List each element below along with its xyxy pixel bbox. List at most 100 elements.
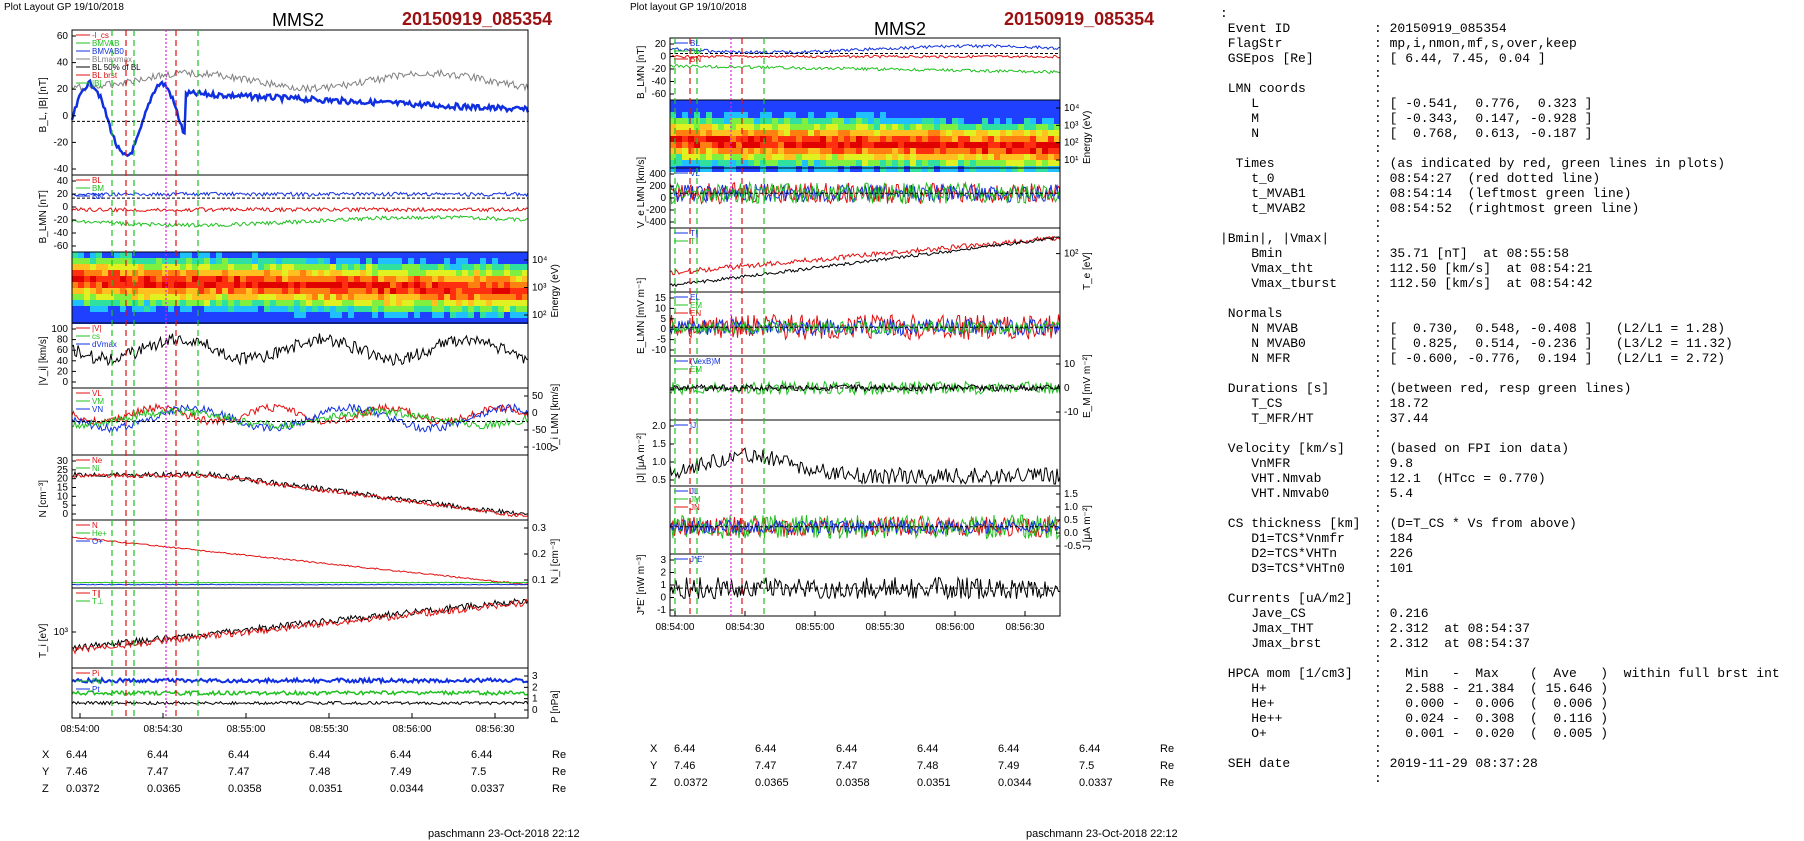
summary-value: : [1374,651,1382,666]
summary-key: t_MVAB1 [1220,186,1306,201]
panel-5-series-green [71,406,529,431]
summary-key: H+ [1220,681,1267,696]
panel-4-left-tick-label: 20 [57,366,69,377]
panel-5-left-tick-label: 5 [660,314,666,325]
panel-4-legend-label: T [690,237,695,246]
summary-key: He++ [1220,711,1283,726]
position-value: 6.44 [755,742,777,755]
panel-3-left-tick-label: -200 [646,205,666,216]
summary-row: L: [ -0.541, 0.776, 0.323 ] [1220,96,1800,111]
middle-position-table: X 6.44 6.44 6.44 6.44 6.44 6.44 Re Y 7.46 7.47 7.47… [650,740,1190,791]
panel-5-right-tick-label: 0 [532,408,538,419]
panel-6-right-tick-label: 0 [1064,383,1070,394]
panel-3-right-tick-label: 10³ [532,283,547,294]
panel-1-legend-label: -l_cs [92,31,109,40]
panel-4-series-black [71,333,529,367]
panel-6-left-tick-label: 10 [57,491,69,502]
summary-key: N MVAB0 [1220,336,1306,351]
position-value: 7.49 [390,765,412,778]
summary-value: : 5.4 [1374,486,1414,501]
summary-row: He++: 0.024 - 0.308 ( 0.116 ) [1220,711,1800,726]
panel-5-right-label: V_i LMN [km/s] [550,383,561,451]
left-spacecraft-title: MMS2 [272,10,325,30]
summary-row: CS thickness [km]: (D=T_CS * Vs from abo… [1220,516,1800,531]
summary-row: Event ID: 20150919_085354 [1220,21,1800,36]
summary-row: VHT.Nmvab: 12.1 (HTcc = 0.770) [1220,471,1800,486]
panel-5-legend-label: VN [92,405,103,414]
panel-8-right-tick-label: 0.5 [1064,515,1078,526]
summary-value: : 184 [1374,531,1414,546]
panel-4-right-tick-label: 10² [1064,249,1079,260]
position-value: 7.47 [147,765,169,778]
panel-9-left-tick-label: 1 [660,580,666,591]
summary-row: : [1220,741,1800,756]
panel-3-legend-label: VL [690,169,700,178]
panel-2-left-tick-label: 0 [62,202,68,213]
summary-row: : [1220,66,1800,81]
position-value: 7.5 [471,765,487,778]
summary-value: : [1374,231,1382,246]
summary-row: VHT.Nmvab0: 5.4 [1220,486,1800,501]
panel-7-frame [669,419,1061,487]
panel-1-series-blue [70,78,530,158]
summary-value: : Min - Max ( Ave ) within full brst int [1374,666,1780,681]
position-value: 7.47 [755,759,777,772]
panel-6-legend-label: EM [690,365,702,374]
summary-key: Jmax_brst [1220,636,1322,651]
panel-4-left-tick-label: 80 [57,335,69,346]
summary-key: O+ [1220,726,1267,741]
summary-row: GSEpos [Re]: [ 6.44, 7.45, 0.04 ] [1220,51,1800,66]
panel-5-legend-label: EL [690,293,700,302]
summary-value: : [ 0.768, 0.613, -0.187 ] [1374,126,1593,141]
panel-7-left-tick-label: 0.5 [652,475,666,486]
position-row: X 6.44 6.44 6.44 6.44 6.44 6.44 Re [42,746,582,763]
left-position-table: X 6.44 6.44 6.44 6.44 6.44 6.44 Re Y 7.46 7.47 7.47… [42,746,582,797]
panel-5-left-tick-label: 15 [655,293,667,304]
summary-row: Bmin: 35.71 [nT] at 08:55:58 [1220,246,1800,261]
panel-5-left-tick-label: -10 [652,345,667,356]
position-unit: Re [552,782,567,795]
summary-row: : [1220,576,1800,591]
summary-row: Vmax_tburst: 112.50 [km/s] at 08:54:42 [1220,276,1800,291]
summary-row: : [1220,771,1800,786]
summary-row: t_0: 08:54:27 (red dotted line) [1220,171,1800,186]
position-value: 0.0351 [917,776,951,789]
time-tick-label: 08:55:00 [227,724,266,735]
summary-value: : [1374,291,1382,306]
position-value: 0.0365 [755,776,789,789]
summary-key: Vmax_tburst [1220,276,1338,291]
time-tick-label: 08:54:30 [144,724,183,735]
panel-3-left-tick-label: 0 [660,193,666,204]
panel-6-series-red [71,473,529,518]
left-plot-header: Plot Layout GP 19/10/2018 [4,2,124,13]
panel-7-left-tick-label: 1.0 [652,457,666,468]
time-tick-label: 08:54:30 [726,622,765,633]
position-value: 7.47 [836,759,858,772]
summary-value: : 2.312 at 08:54:37 [1374,621,1531,636]
time-tick-label: 08:56:30 [476,724,515,735]
panel-5-left-tick-label: 0 [660,324,666,335]
summary-value: : (D=T_CS * Vs from above) [1374,516,1577,531]
position-value: 6.44 [309,748,331,761]
summary-row: Vmax_tht: 112.50 [km/s] at 08:54:21 [1220,261,1800,276]
panel-1-left-tick-label: 20 [57,84,69,95]
position-value: 7.46 [674,759,696,772]
summary-value: : 0.000 - 0.006 ( 0.006 ) [1374,696,1609,711]
panel-3-left-tick-label: 200 [649,181,666,192]
summary-key: T_CS [1220,396,1283,411]
summary-value: : 226 [1374,546,1414,561]
summary-value: : [ 0.730, 0.548, -0.408 ] (L2/L1 = 1.28… [1374,321,1726,336]
panel-2-legend-label: BM [92,184,104,193]
panel-2-left-tick-label: -40 [54,228,69,239]
panel-8-legend-label: JN [690,503,700,512]
summary-value: : 2.588 - 21.384 ( 15.646 ) [1374,681,1609,696]
position-value: 0.0358 [228,782,262,795]
panel-2-left-tick-label: 40 [57,176,69,187]
panel-8-right-tick-label: 1.5 [1064,489,1078,500]
panel-2-legend-label: BN [92,192,103,201]
panel-5-frame [669,291,1061,357]
position-row: Y 7.46 7.47 7.47 7.48 7.49 7.5 Re [42,763,582,780]
panel-1-left-tick-label: -20 [652,64,667,75]
summary-value: : [1374,66,1382,81]
panel-1-legend-label: BL 50% of BL [92,63,141,72]
